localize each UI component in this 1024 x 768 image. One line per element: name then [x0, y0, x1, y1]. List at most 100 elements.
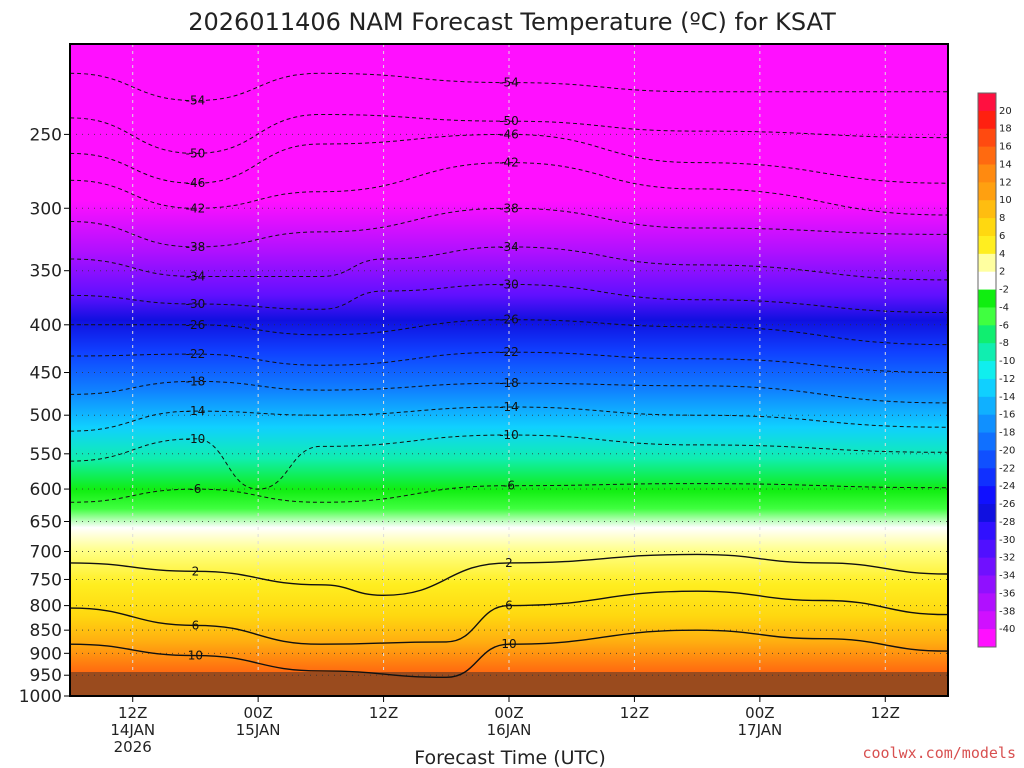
colorbar-swatch	[978, 343, 996, 362]
colorbar-swatch	[978, 110, 996, 130]
colorbar-swatch	[978, 575, 996, 594]
colorbar-swatch	[978, 486, 996, 505]
colorbar-swatch	[978, 271, 996, 290]
y-tick-label: 350	[30, 262, 62, 282]
colorbar-label: -24	[999, 481, 1015, 492]
colorbar-label: 20	[999, 106, 1012, 117]
ground-fill	[70, 672, 948, 696]
colorbar-label: -10	[999, 356, 1015, 367]
x-tick-label: 12Z	[369, 704, 398, 722]
y-tick-label: 750	[30, 570, 62, 590]
colorbar-swatch	[978, 432, 996, 451]
isotherm--26	[69, 319, 949, 346]
colorbar-label: -20	[999, 445, 1015, 456]
isotherm--30	[69, 283, 949, 313]
isotherm-label: 2	[192, 564, 200, 578]
colorbar-label: -2	[999, 285, 1009, 296]
y-tick-label: 650	[30, 512, 62, 532]
colorbar-label: -6	[999, 320, 1009, 331]
y-tick-label: 800	[30, 597, 62, 617]
colorbar-swatch	[978, 289, 996, 308]
isotherm-label: -46	[499, 127, 519, 141]
colorbar: 20 18 16 14 12 10 8 6 4 2 -2 -4 -6 -8 -10 -12 -14 -16 -18 -…	[977, 92, 1015, 648]
isotherm-label: -14	[186, 404, 206, 418]
y-tick-label: 950	[30, 666, 62, 686]
isotherm--34	[69, 246, 949, 281]
colorbar-swatch	[978, 182, 996, 201]
isotherm-label: 6	[192, 618, 200, 632]
colorbar-swatch	[978, 218, 996, 237]
isotherm-label: -10	[186, 432, 206, 446]
x-tick-label: 15JAN	[236, 721, 281, 739]
colorbar-label: 12	[999, 177, 1012, 188]
isotherm-lines: -54-54-50-50-46-46-42-42-38-38-34-34-30-…	[69, 72, 949, 679]
isotherm-10	[69, 629, 949, 679]
colorbar-label: 18	[999, 124, 1012, 135]
colorbar-label: -30	[999, 535, 1015, 546]
colorbar-label: -38	[999, 606, 1015, 617]
isotherm-label: -18	[499, 376, 519, 390]
colorbar-swatch	[978, 450, 996, 469]
isotherm-label: -6	[189, 482, 201, 496]
isotherm-label: -10	[499, 428, 519, 442]
x-axis-label: Forecast Time (UTC)	[414, 747, 605, 768]
colorbar-label: -22	[999, 463, 1015, 474]
isotherm-label: -38	[499, 201, 519, 215]
isotherm-label: -26	[499, 313, 519, 327]
colorbar-swatch	[978, 468, 996, 487]
colorbar-label: 2	[999, 267, 1005, 278]
isotherm-label: -50	[499, 114, 519, 128]
colorbar-label: 10	[999, 195, 1012, 206]
isotherm--38	[69, 207, 949, 248]
colorbar-label: -32	[999, 553, 1015, 564]
isotherm--22	[69, 351, 949, 373]
y-tick-label: 400	[30, 316, 62, 336]
colorbar-label: -18	[999, 428, 1015, 439]
isotherm-label: -22	[499, 345, 519, 359]
isotherm-label: -30	[499, 277, 519, 291]
colorbar-swatch	[978, 378, 996, 398]
colorbar-swatch	[978, 504, 996, 523]
colorbar-swatch	[978, 611, 996, 630]
colorbar-label: -8	[999, 338, 1009, 349]
y-tick-label: 250	[30, 125, 62, 145]
colorbar-swatch	[978, 629, 996, 648]
y-tick-label: 900	[30, 644, 62, 664]
x-tick-label: 16JAN	[487, 721, 532, 739]
y-tick-label: 500	[30, 406, 62, 426]
y-axis: 250 300 350 400 450 500 550 600 650 700 750 800 850 9…	[19, 125, 70, 707]
colorbar-swatch	[978, 593, 996, 612]
isotherm-label: -54	[186, 94, 206, 108]
colorbar-swatch	[978, 235, 996, 255]
isotherm--50	[69, 113, 949, 154]
colorbar-label: -16	[999, 410, 1015, 421]
colorbar-label: 14	[999, 160, 1012, 171]
colorbar-swatch	[978, 146, 996, 165]
colorbar-swatch	[978, 164, 996, 183]
y-tick-label: 700	[30, 543, 62, 563]
isotherm-label: -30	[186, 297, 206, 311]
isotherm-label: 10	[188, 649, 203, 663]
colorbar-label: -28	[999, 517, 1015, 528]
chart-title: 2026011406 NAM Forecast Temperature (ºC)…	[188, 8, 836, 36]
colorbar-swatch	[978, 361, 996, 380]
colorbar-label: -36	[999, 588, 1015, 599]
y-tick-label: 300	[30, 199, 62, 219]
isotherm-label: 10	[501, 637, 516, 651]
colorbar-label: 4	[999, 249, 1005, 260]
colorbar-swatch	[978, 128, 996, 148]
isotherm--46	[69, 133, 949, 184]
colorbar-label: -14	[999, 392, 1015, 403]
isotherm--18	[69, 380, 949, 404]
colorbar-label: -12	[999, 374, 1015, 385]
temperature-field	[70, 44, 948, 672]
y-tick-label: 850	[30, 621, 62, 641]
y-tick-label: 450	[30, 364, 62, 384]
isotherm-2	[69, 553, 949, 597]
x-tick-label: 17JAN	[737, 721, 782, 739]
x-tick-label: 12Z	[620, 704, 649, 722]
isotherm-label: -14	[499, 400, 519, 414]
x-tick-label: 2026	[114, 738, 152, 756]
